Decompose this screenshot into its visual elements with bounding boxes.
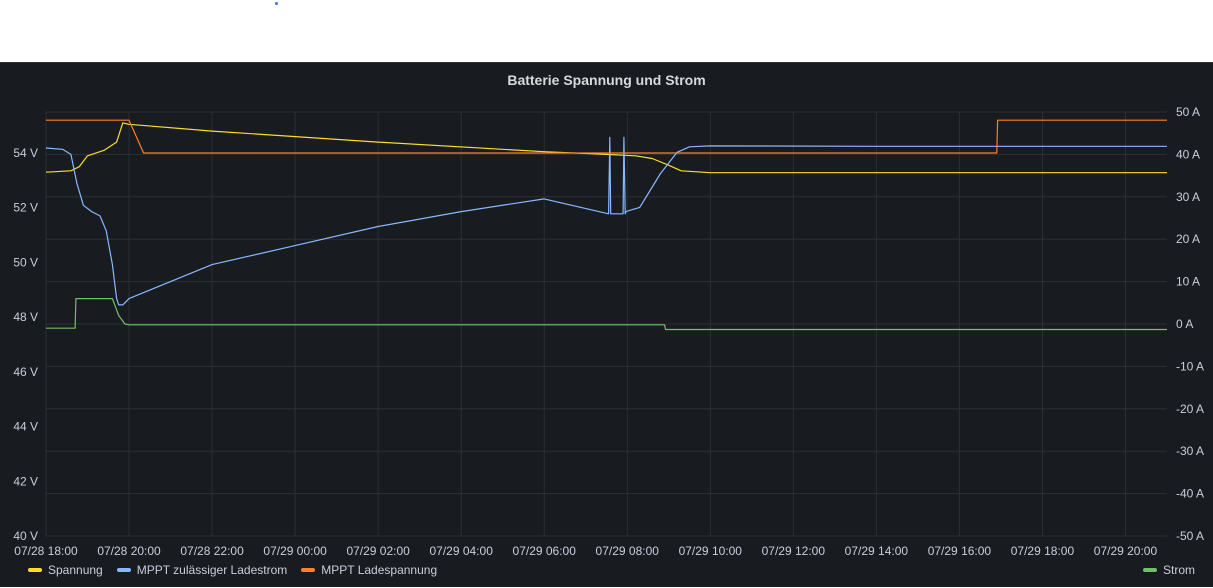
y-right-tick-label: 20 A: [1176, 232, 1200, 246]
chart-title: Batterie Spannung und Strom: [507, 72, 706, 88]
legend-item-mppt-ladespannung[interactable]: MPPT Ladespannung: [301, 563, 437, 577]
y-left-tick-label: 50 V: [13, 255, 38, 269]
y-left-tick-label: 44 V: [13, 420, 38, 434]
y-left-tick-label: 54 V: [13, 146, 38, 160]
y-right-tick-label: 30 A: [1176, 190, 1200, 204]
chart-plot[interactable]: 07/28 18:00 07/28 20:00 07/28 22:00 07/29 0…: [0, 63, 1213, 588]
legend-label-mppt-ladespannung: MPPT Ladespannung: [321, 563, 438, 577]
page-indicator-dot: [275, 2, 278, 5]
legend-label-spannung: Spannung: [48, 563, 103, 577]
y-right-tick-label: -50 A: [1176, 529, 1204, 543]
series-line-3: [46, 298, 1167, 331]
legend: Spannung MPPT zulässiger Ladestrom MPPT …: [28, 563, 437, 577]
x-tick-label: 07/29 06:00: [513, 544, 577, 558]
x-tick-label: 07/28 22:00: [180, 544, 244, 558]
y-right-tick-label: -20 A: [1176, 402, 1204, 416]
x-tick-label: 07/29 12:00: [762, 544, 826, 558]
y-left-tick-label: 48 V: [13, 310, 38, 324]
legend-swatch-mppt-ladestrom: [116, 568, 131, 572]
x-tick-label: 07/28 20:00: [97, 544, 161, 558]
x-tick-label: 07/29 04:00: [429, 544, 493, 558]
legend-swatch-mppt-ladespannung: [301, 568, 316, 572]
legend-item-mppt-ladestrom[interactable]: MPPT zulässiger Ladestrom: [116, 563, 288, 577]
legend-label-mppt-ladestrom: MPPT zulässiger Ladestrom: [136, 563, 288, 577]
x-tick-label: 07/29 08:00: [596, 544, 660, 558]
y-right-tick-label: -10 A: [1176, 359, 1204, 373]
y-left-tick-label: 52 V: [13, 201, 38, 215]
y-right-tick-label: 40 A: [1176, 147, 1200, 161]
y-left-tick-label: 42 V: [13, 474, 38, 488]
series-line-0: [45, 122, 1167, 174]
legend-swatch-strom: [1142, 568, 1157, 572]
x-tick-label: 07/29 00:00: [263, 544, 327, 558]
y-left-tick-label: 46 V: [13, 365, 38, 379]
y-right-tick-label: -40 A: [1176, 487, 1204, 501]
x-tick-label: 07/29 02:00: [346, 544, 410, 558]
legend-right: Strom: [1142, 563, 1195, 577]
y-right-tick-label: 50 A: [1176, 105, 1200, 119]
x-tick-label: 07/29 16:00: [928, 544, 992, 558]
x-tick-label: 07/29 10:00: [679, 544, 743, 558]
legend-item-spannung[interactable]: Spannung: [28, 563, 103, 577]
series-line-1: [45, 136, 1167, 306]
legend-item-strom[interactable]: Strom: [1142, 563, 1195, 577]
y-left-tick-label: 40 V: [13, 529, 38, 543]
x-tick-label: 07/29 20:00: [1094, 544, 1158, 558]
x-tick-label: 07/29 14:00: [845, 544, 909, 558]
legend-swatch-spannung: [28, 568, 42, 572]
x-tick-label: 07/28 18:00: [14, 544, 78, 558]
chart-panel: Batterie Spannung und Strom 07/28 18:00 0…: [0, 62, 1213, 587]
y-right-tick-label: 10 A: [1176, 275, 1200, 289]
y-right-tick-label: 0 A: [1176, 317, 1193, 331]
x-tick-label: 07/29 18:00: [1011, 544, 1075, 558]
legend-label-strom: Strom: [1162, 563, 1195, 577]
y-right-tick-label: -30 A: [1176, 444, 1204, 458]
series-line-2: [46, 119, 1167, 154]
